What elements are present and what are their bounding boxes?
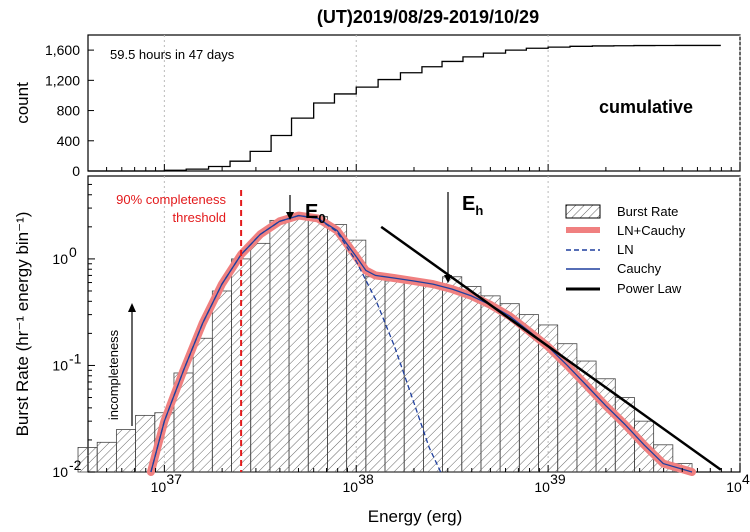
top-y-tick-label: 0 bbox=[72, 163, 80, 179]
histogram-bar bbox=[422, 284, 443, 473]
bottom-y-tick-exponent: -2 bbox=[69, 457, 82, 473]
top-y-axis-label: count bbox=[13, 82, 32, 124]
fit-curves bbox=[146, 211, 722, 476]
bottom-y-axis-label: Burst Rate (hr⁻¹ energy bin⁻¹) bbox=[13, 212, 32, 437]
top-y-ticks: 0 400 800 1,200 1,600 bbox=[45, 42, 94, 179]
histogram-bar bbox=[96, 441, 117, 473]
incompleteness-arrowhead bbox=[128, 303, 136, 312]
bottom-x-tick-exponent: 38 bbox=[358, 471, 374, 487]
bottom-x-tick-label: 10 bbox=[534, 479, 550, 495]
bottom-x-tick-label: 10 bbox=[151, 479, 167, 495]
burst-rate-histogram bbox=[77, 214, 693, 473]
legend: Burst Rate LN+Cauchy LN Cauchy Power Law bbox=[565, 204, 686, 296]
legend-label-ln-cauchy: LN+Cauchy bbox=[617, 223, 686, 238]
ln-curve bbox=[150, 214, 442, 473]
bottom-x-tick-exponent: 37 bbox=[166, 471, 182, 487]
incompleteness-marker: incompleteness bbox=[106, 303, 136, 426]
eh-marker: Eh bbox=[444, 192, 483, 283]
histogram-bar bbox=[288, 214, 309, 473]
histogram-bar bbox=[250, 242, 271, 473]
histogram-bar bbox=[327, 224, 348, 473]
histogram-bar bbox=[307, 216, 328, 473]
legend-label-power-law: Power Law bbox=[617, 281, 682, 296]
chart-title: (UT)2019/08/29-2019/10/29 bbox=[317, 7, 539, 27]
histogram-bar bbox=[115, 429, 136, 473]
bottom-x-tick-label: 10 bbox=[726, 479, 742, 495]
top-y-tick-label: 400 bbox=[57, 133, 81, 149]
top-y-tick-label: 1,600 bbox=[45, 42, 80, 58]
power-law-line bbox=[380, 225, 722, 471]
histogram-bar bbox=[442, 276, 463, 473]
bottom-y-tick-label: 10 bbox=[52, 357, 68, 373]
e0-marker: E0 bbox=[286, 195, 326, 226]
bottom-y-tick-exponent: 0 bbox=[69, 244, 77, 260]
e0-label: E0 bbox=[305, 201, 326, 226]
cumulative-label: cumulative bbox=[599, 97, 693, 117]
histogram-bar bbox=[461, 286, 482, 473]
histogram-bar bbox=[403, 282, 424, 473]
histogram-bar bbox=[384, 280, 405, 473]
legend-label-ln: LN bbox=[617, 242, 634, 257]
top-y-tick-label: 800 bbox=[57, 103, 81, 119]
cauchy-curve bbox=[150, 214, 693, 473]
top-y-tick-label: 1,200 bbox=[45, 72, 80, 88]
eh-label: Eh bbox=[462, 193, 483, 218]
bottom-x-tick-exponent: 40 bbox=[742, 471, 750, 487]
duration-annotation: 59.5 hours in 47 days bbox=[110, 47, 235, 62]
bottom-x-tick-exponent: 39 bbox=[550, 471, 566, 487]
bottom-y-tick-label: 10 bbox=[52, 464, 68, 480]
legend-label-cauchy: Cauchy bbox=[617, 261, 662, 276]
e0-arrowhead bbox=[286, 212, 294, 220]
legend-label-burst-rate: Burst Rate bbox=[617, 204, 678, 219]
histogram-bar bbox=[192, 337, 213, 473]
x-axis-label: Energy (erg) bbox=[368, 507, 462, 526]
bottom-x-tick-label: 10 bbox=[342, 479, 358, 495]
bottom-y-tick-exponent: -1 bbox=[69, 350, 82, 366]
bottom-y-tick-label: 10 bbox=[52, 251, 68, 267]
histogram-bar bbox=[211, 290, 232, 473]
histogram-bar bbox=[499, 303, 520, 473]
legend-swatch-burst-rate bbox=[565, 204, 601, 219]
histogram-bar bbox=[480, 295, 501, 473]
eh-arrowhead bbox=[444, 275, 452, 283]
incompleteness-label: incompleteness bbox=[106, 329, 121, 420]
threshold-label-line2: threshold bbox=[173, 210, 226, 225]
histogram-bar bbox=[269, 219, 290, 473]
cumulative-step-line bbox=[88, 44, 721, 172]
histogram-bar bbox=[365, 276, 386, 473]
bottom-x-ticks: 1037103810391040 bbox=[87, 164, 750, 495]
threshold-label-line1: 90% completeness bbox=[116, 192, 226, 207]
